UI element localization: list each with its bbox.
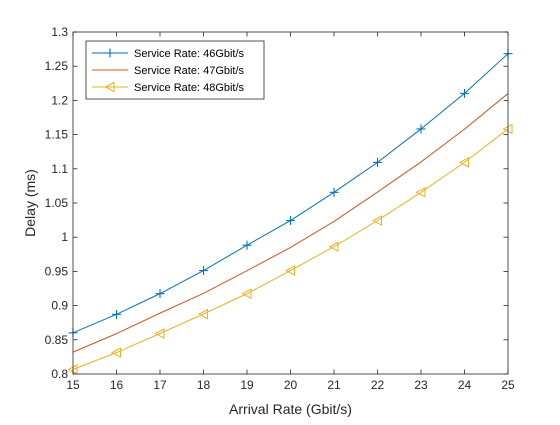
data-point: [373, 157, 382, 167]
x-tick-label: 24: [458, 378, 472, 392]
y-tick-label: 1.25: [45, 59, 69, 73]
x-tick-label: 21: [327, 378, 341, 392]
series-2: [72, 93, 509, 353]
y-tick-label: 1.3: [51, 25, 68, 39]
x-tick-label: 25: [501, 378, 515, 392]
data-point: [155, 289, 165, 299]
legend-item: Service Rate: 46Gbit/s: [92, 48, 245, 60]
data-point: [415, 186, 426, 198]
data-point: [284, 265, 295, 276]
x-tick-label: 22: [371, 378, 385, 392]
series-line: [72, 93, 509, 353]
x-tick-label: 23: [414, 378, 428, 392]
series-1: [68, 49, 513, 338]
y-tick-label: 1.15: [45, 128, 69, 142]
x-tick-label: 16: [110, 378, 124, 392]
y-tick-label: 0.95: [45, 264, 69, 278]
data-point: [197, 308, 208, 320]
series-line: [72, 128, 509, 370]
x-tick-label: 20: [284, 378, 298, 392]
data-point: [241, 288, 252, 299]
x-tick-label: 18: [197, 378, 211, 392]
legend-label: Service Rate: 46Gbit/s: [134, 48, 245, 60]
y-tick-label: 0.8: [51, 367, 68, 381]
data-point: [371, 215, 382, 226]
legend-item: Service Rate: 48Gbit/s: [92, 81, 245, 94]
legend-item: Service Rate: 47Gbit/s: [92, 65, 245, 77]
data-point: [110, 347, 121, 358]
x-tick-label: 17: [153, 378, 167, 392]
legend-label: Service Rate: 47Gbit/s: [134, 65, 245, 77]
data-point: [328, 241, 339, 252]
y-tick-label: 1: [61, 230, 68, 244]
y-axis-label: Delay (ms): [22, 169, 38, 237]
data-point: [286, 216, 295, 226]
series-group: [67, 49, 513, 375]
y-tick-label: 0.85: [45, 333, 69, 347]
y-tick-label: 0.9: [51, 299, 68, 313]
y-tick-label: 1.05: [45, 196, 69, 210]
data-point: [242, 240, 252, 250]
data-point: [416, 124, 426, 134]
series-3: [67, 123, 513, 375]
data-point: [460, 88, 469, 98]
y-tick-label: 1.1: [51, 162, 68, 176]
x-axis-label: Arrival Rate (Gbit/s): [229, 401, 352, 417]
x-tick-label: 19: [240, 378, 254, 392]
legend: Service Rate: 46Gbit/s Service Rate: 47Gb…: [85, 40, 265, 100]
data-point: [112, 309, 121, 319]
data-point: [458, 157, 469, 168]
legend-marker: [104, 81, 115, 93]
x-tick-label: 15: [66, 378, 80, 392]
plot-area-border: [72, 31, 509, 375]
legend-marker: [105, 48, 115, 58]
axes: 15 16 17 18 19 20 21 22 23 24 25 0.8 0.85 0.9 0.95 1 1.0…: [45, 25, 515, 392]
data-point: [154, 328, 165, 339]
y-tick-label: 1.2: [51, 93, 68, 107]
data-point: [199, 266, 208, 276]
legend-label: Service Rate: 48Gbit/s: [134, 82, 245, 94]
data-point: [329, 187, 339, 197]
